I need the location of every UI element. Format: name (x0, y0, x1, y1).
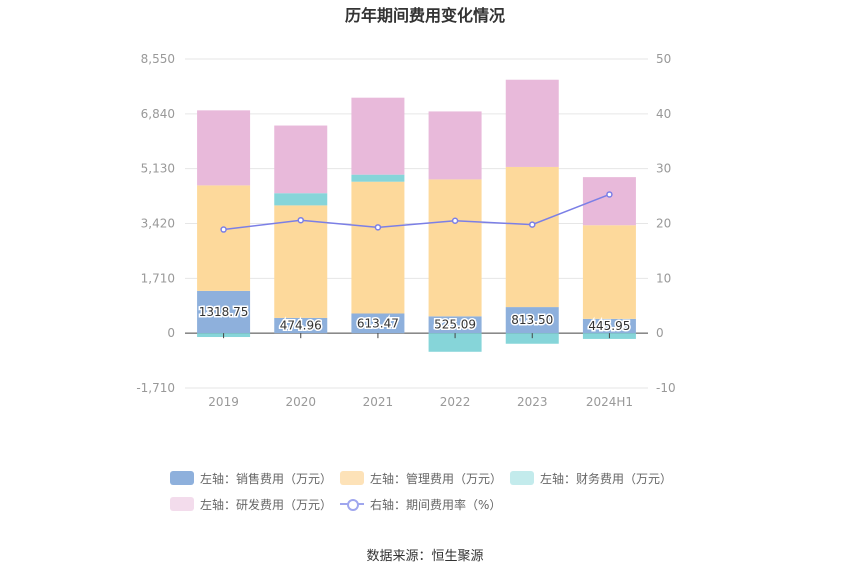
rate-point (297, 216, 304, 224)
y-right-tick-label: 40 (656, 107, 671, 121)
bar-segment (351, 181, 405, 314)
y-right-tick-label: 0 (656, 326, 664, 340)
legend-label: 左轴：财务费用（万元） (540, 471, 673, 486)
legend-item[interactable]: 右轴：期间费用率（%） (340, 496, 501, 512)
y-left-tick-label: 6,840 (141, 107, 175, 121)
bar-data-label: 813.50 (511, 313, 553, 327)
bar-segment (274, 125, 328, 194)
rate-point (220, 226, 227, 233)
rate-line (223, 193, 610, 231)
legend-line-swatch (340, 497, 365, 511)
x-tick-label: 2021 (363, 395, 394, 409)
bar-segment (582, 225, 636, 319)
legend-item[interactable]: 左轴：管理费用（万元） (340, 470, 502, 486)
y-right-tick-label: 20 (656, 217, 671, 231)
bar-segment (428, 179, 482, 317)
bar-data-label: 1318.75 (199, 305, 249, 319)
bar-data-label: 525.09 (434, 318, 476, 332)
legend-item[interactable]: 左轴：研发费用（万元） (170, 496, 332, 512)
bar-segment (505, 166, 559, 308)
legend-swatch (510, 471, 535, 485)
x-tick-label: 2023 (517, 395, 548, 409)
y-right-tick-label: 50 (656, 52, 671, 66)
bar-data-label: 613.47 (357, 316, 399, 330)
chart-legend: 左轴：销售费用（万元） 左轴：管理费用（万元） 左轴：财务费用（万元） 左轴：研发费用… (170, 470, 690, 522)
bar-segment (274, 205, 328, 318)
rate-point (529, 221, 536, 228)
legend-swatch (170, 471, 194, 485)
chart-plot: 8,550 6,840 5,130 3,420 1,710 0 -1,710 50 40 30 20… (136, 52, 676, 409)
rate-point (374, 224, 382, 231)
bar-segment (197, 290, 251, 334)
y-left-tick-label: 0 (167, 326, 175, 340)
x-tick-label: 2019 (208, 395, 239, 409)
bar-segment (505, 333, 559, 344)
legend-label: 左轴：销售费用（万元） (200, 471, 333, 486)
bar-segment (428, 111, 482, 180)
x-tick-label: 2024H1 (586, 395, 633, 409)
bar-data-label: 445.95 (588, 319, 630, 333)
bar-segment (582, 318, 636, 334)
legend-label: 左轴：研发费用（万元） (200, 497, 333, 512)
bar-segment (428, 316, 482, 334)
rate-point (451, 217, 459, 225)
y-right-tick-label: 30 (656, 162, 671, 176)
bar-segment (505, 307, 559, 334)
bar-segment (274, 317, 328, 334)
bar-segment (428, 333, 482, 352)
x-tick-label: 2022 (440, 395, 471, 409)
y-left-tick-label: 8,550 (141, 52, 175, 66)
y-right-tick-label: -10 (656, 381, 676, 395)
y-left-tick-label: 3,420 (141, 217, 175, 231)
bar-segment (505, 79, 559, 167)
x-tick-label: 2020 (285, 395, 316, 409)
data-source-note: 数据来源：恒生聚源 (366, 549, 484, 564)
chart-title: 历年期间费用变化情况 (344, 6, 505, 25)
legend-item[interactable]: 左轴：销售费用（万元） (170, 470, 332, 486)
rate-point (606, 191, 613, 198)
y-left-tick-label: 1,710 (141, 271, 175, 285)
y-left-tick-label: 5,130 (141, 162, 175, 176)
legend-label: 右轴：期间费用率（%） (370, 497, 502, 512)
bar-segment (351, 97, 405, 175)
bar-segment (197, 110, 251, 186)
bar-data-label: 474.96 (280, 319, 322, 333)
bar-segment (351, 174, 405, 182)
legend-swatch (340, 471, 365, 485)
legend-swatch (170, 497, 194, 511)
legend-label: 左轴：管理费用（万元） (370, 471, 503, 486)
y-right-tick-label: 10 (656, 271, 671, 285)
bar-segment (197, 185, 251, 291)
y-left-tick-label: -1,710 (136, 381, 175, 395)
bar-segment (274, 193, 328, 206)
bar-segment (351, 313, 405, 334)
legend-item[interactable]: 左轴：财务费用（万元） (510, 470, 672, 486)
